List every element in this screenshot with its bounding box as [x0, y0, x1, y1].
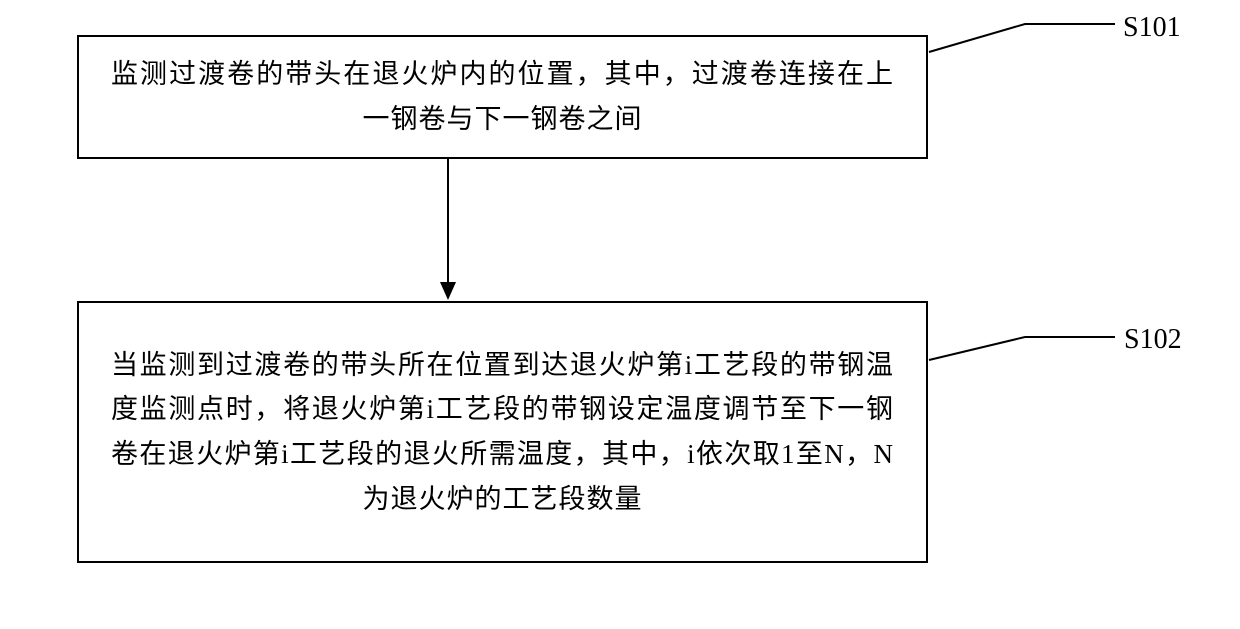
- flowchart-step-2: 当监测到过渡卷的带头所在位置到达退火炉第i工艺段的带钢温度监测点时，将退火炉第i…: [77, 301, 928, 563]
- arrow-down-icon: [440, 282, 456, 300]
- flowchart-canvas: 监测过渡卷的带头在退火炉内的位置，其中，过渡卷连接在上一钢卷与下一钢卷之间 当监…: [0, 0, 1240, 629]
- flowchart-step-1: 监测过渡卷的带头在退火炉内的位置，其中，过渡卷连接在上一钢卷与下一钢卷之间: [77, 35, 928, 159]
- step-label-s102: S102: [1124, 324, 1182, 356]
- step-label-s101: S101: [1123, 12, 1181, 44]
- flowchart-step-2-text: 当监测到过渡卷的带头所在位置到达退火炉第i工艺段的带钢温度监测点时，将退火炉第i…: [111, 343, 894, 521]
- flowchart-step-1-text: 监测过渡卷的带头在退火炉内的位置，其中，过渡卷连接在上一钢卷与下一钢卷之间: [111, 52, 894, 141]
- arrow-connector-line: [447, 159, 449, 283]
